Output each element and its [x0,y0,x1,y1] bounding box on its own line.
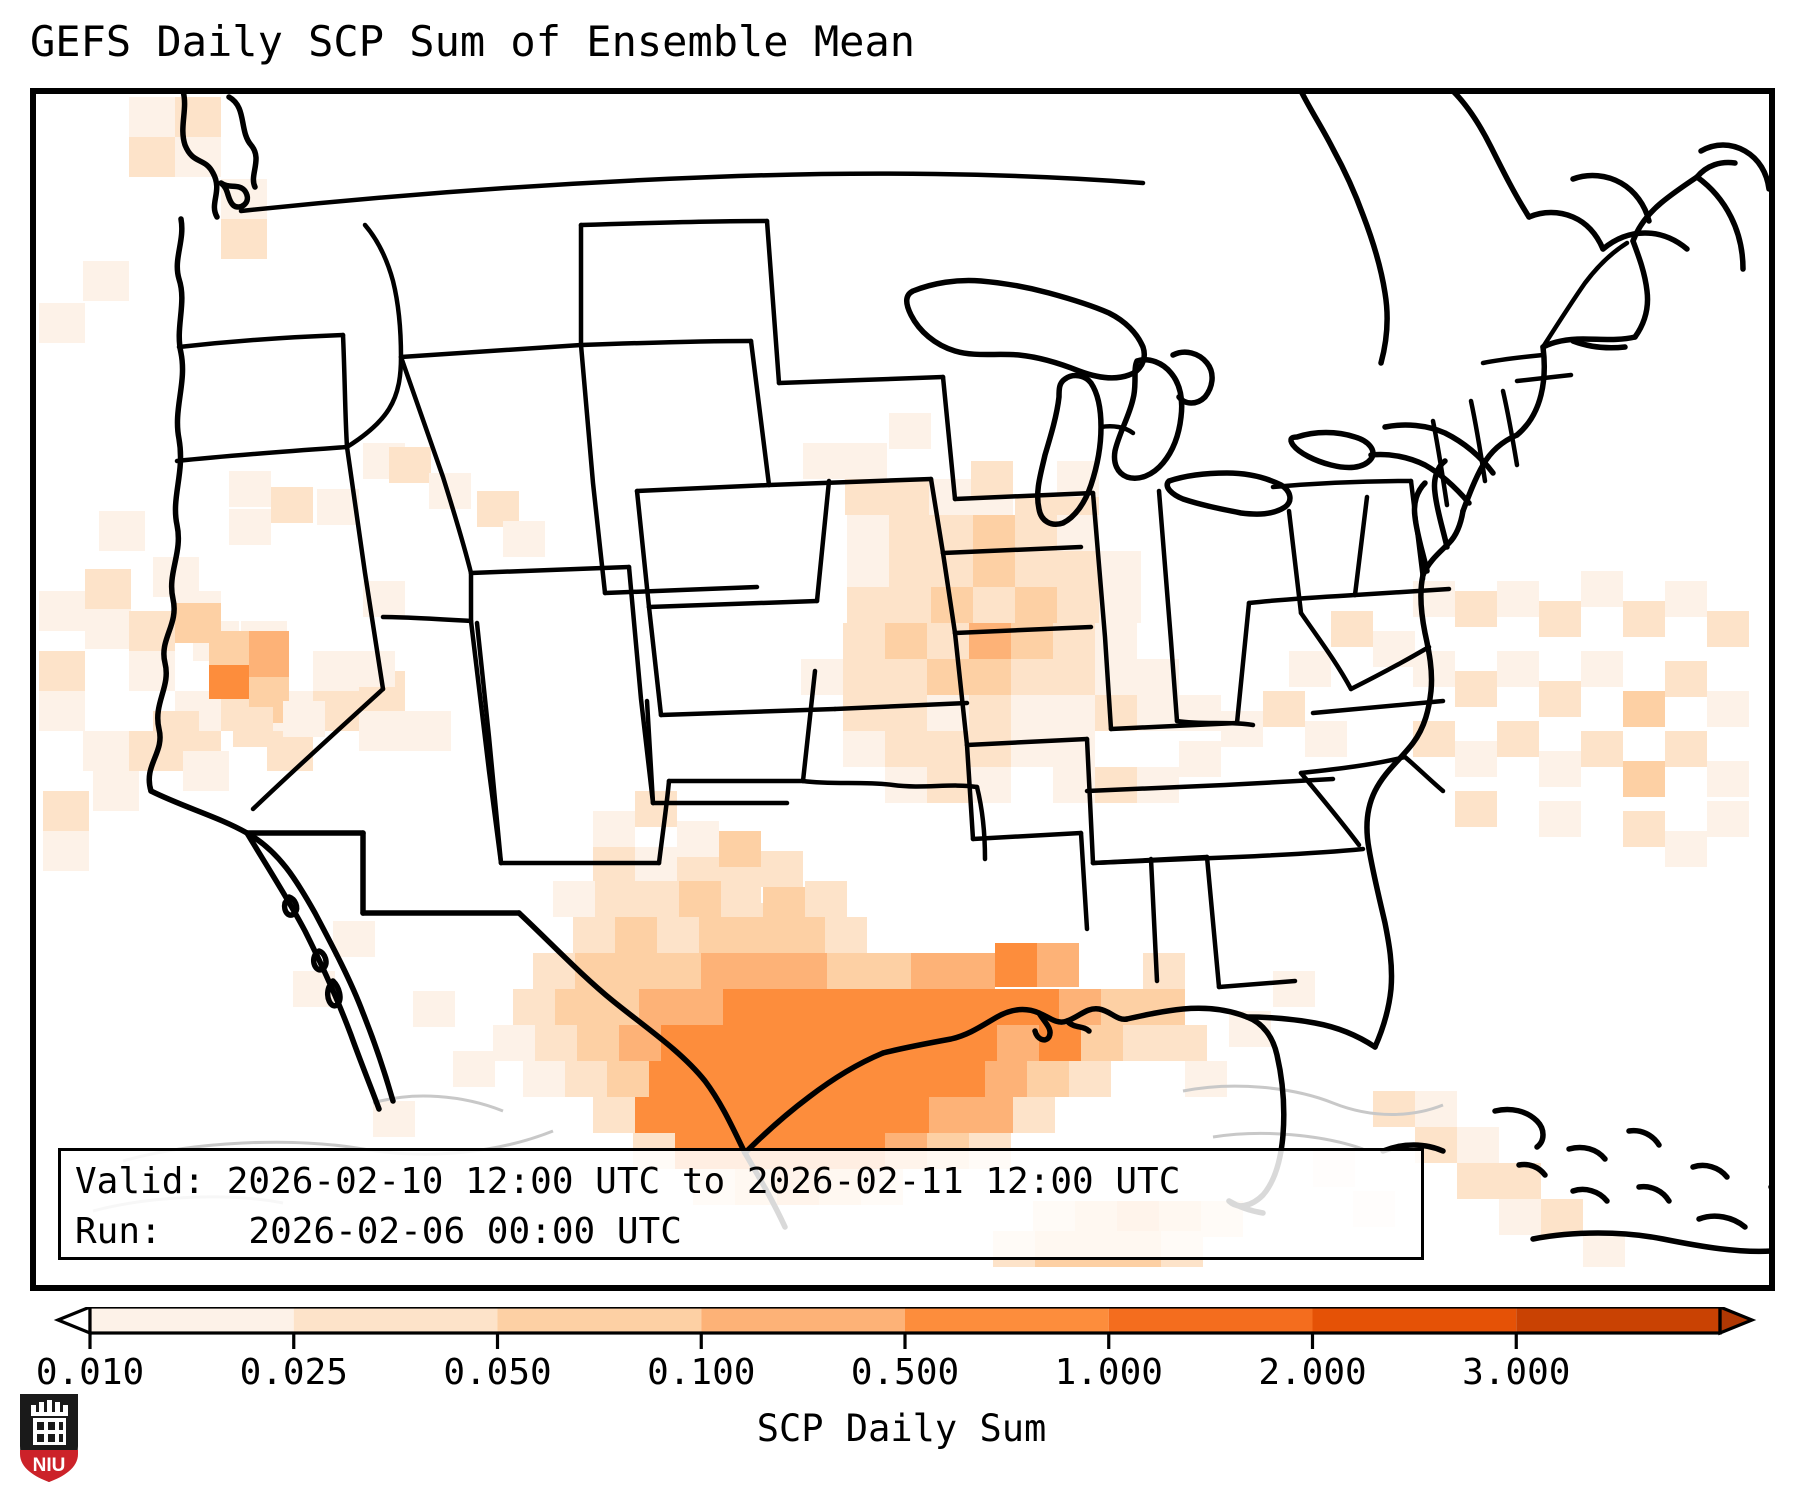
colorbar-extend-max [1718,1307,1757,1336]
scp-data-grid [39,97,1749,1267]
colorbar[interactable] [30,1307,1775,1349]
colorbar-bands [90,1307,1720,1333]
map-frame [33,91,1772,1288]
cbar-tick-2: 0.050 [443,1352,552,1393]
info-box: Valid: 2026-02-10 12:00 UTC to 2026-02-1… [58,1148,1424,1260]
castle-windows [37,1422,63,1442]
niu-logo: NIU [18,1392,80,1484]
cbar-tick-3: 0.100 [647,1352,756,1393]
colorbar-tick-labels: 0.010 0.025 0.050 0.100 0.500 1.000 2.00… [0,1352,1803,1402]
map-svg [33,91,1772,1288]
niu-wordmark: NIU [33,1455,66,1476]
niu-logo-svg: NIU [20,1394,78,1482]
colorbar-svg [53,1307,1757,1349]
run-time-line: Run: 2026-02-06 00:00 UTC [75,1211,682,1252]
state-borders [174,171,1630,990]
page-title: GEFS Daily SCP Sum of Ensemble Mean [30,17,916,66]
map-panel[interactable] [30,88,1775,1291]
cbar-tick-7: 3.000 [1462,1352,1571,1393]
cbar-tick-6: 2.000 [1258,1352,1367,1393]
colorbar-ticks [88,1333,1518,1349]
cbar-tick-4: 0.500 [850,1352,960,1393]
cbar-tick-5: 1.000 [1054,1352,1163,1393]
cbar-tick-0: 0.010 [35,1352,145,1393]
cbar-tick-1: 0.025 [239,1352,348,1393]
colorbar-extend-min [53,1307,92,1336]
colorbar-axis-label: SCP Daily Sum [756,1407,1047,1450]
niu-banner [20,1450,78,1482]
valid-time-line: Valid: 2026-02-10 12:00 UTC to 2026-02-1… [75,1161,1181,1202]
